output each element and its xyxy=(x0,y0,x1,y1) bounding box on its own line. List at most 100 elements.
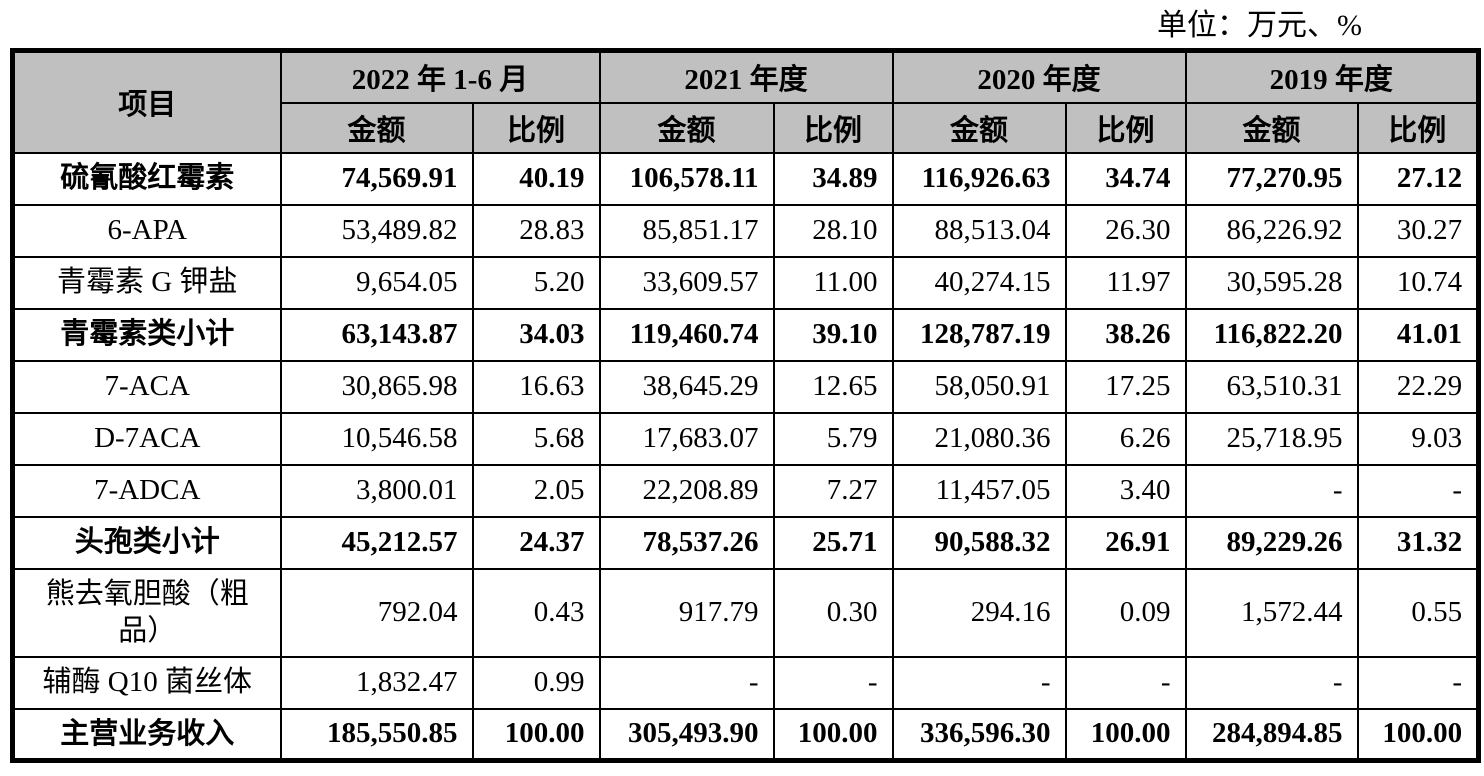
header-item: 项目 xyxy=(11,49,282,154)
ratio-cell: 100.00 xyxy=(471,707,601,762)
amount-cell: 11,457.05 xyxy=(891,463,1067,518)
amount-cell: 119,460.74 xyxy=(598,307,775,362)
ratio-cell: 100.00 xyxy=(1064,707,1187,762)
amount-cell: 85,851.17 xyxy=(598,203,775,258)
row-label: 头孢类小计 xyxy=(11,515,282,570)
amount-cell: 185,550.85 xyxy=(279,707,474,762)
ratio-cell: 41.01 xyxy=(1356,307,1480,362)
ratio-cell: 7.27 xyxy=(772,463,894,518)
amount-cell: - xyxy=(598,655,775,710)
ratio-cell: 39.10 xyxy=(772,307,894,362)
ratio-cell: 34.03 xyxy=(471,307,601,362)
ratio-cell: 9.03 xyxy=(1356,411,1480,466)
amount-cell: 89,229.26 xyxy=(1184,515,1359,570)
row-label: 青霉素类小计 xyxy=(11,307,282,362)
amount-cell: 58,050.91 xyxy=(891,359,1067,414)
row-label: 7-ADCA xyxy=(11,463,282,518)
ratio-cell: 24.37 xyxy=(471,515,601,570)
amount-cell: 33,609.57 xyxy=(598,255,775,310)
ratio-cell: 34.89 xyxy=(772,151,894,206)
amount-cell: 106,578.11 xyxy=(598,151,775,206)
ratio-cell: 0.55 xyxy=(1356,567,1480,658)
table-row: 青霉素 G 钾盐 9,654.05 5.20 33,609.57 11.00 40,274… xyxy=(11,255,1480,310)
table-row: 熊去氧胆酸（粗品） 792.04 0.43 917.79 0.30 294.16 0.09 1… xyxy=(11,567,1480,658)
revenue-table: 项目 2022 年 1-6 月 2021 年度 2020 年度 2019 年度 … xyxy=(10,48,1482,763)
unit-label: 单位：万元、% xyxy=(1157,9,1362,42)
row-label: D-7ACA xyxy=(11,411,282,466)
header-amount: 金额 xyxy=(891,101,1067,154)
table-row: 6-APA 53,489.82 28.83 85,851.17 28.10 88,513.… xyxy=(11,203,1480,258)
ratio-cell: 0.99 xyxy=(471,655,601,710)
amount-cell: - xyxy=(1184,463,1359,518)
row-label: 辅酶 Q10 菌丝体 xyxy=(11,655,282,710)
amount-cell: - xyxy=(891,655,1067,710)
row-label: 7-ACA xyxy=(11,359,282,414)
row-label: 青霉素 G 钾盐 xyxy=(11,255,282,310)
ratio-cell: 0.09 xyxy=(1064,567,1187,658)
ratio-cell: 100.00 xyxy=(1356,707,1480,762)
table-row: D-7ACA 10,546.58 5.68 17,683.07 5.79 21,080.3… xyxy=(11,411,1480,466)
amount-cell: 22,208.89 xyxy=(598,463,775,518)
amount-cell: 25,718.95 xyxy=(1184,411,1359,466)
table-row: 青霉素类小计 63,143.87 34.03 119,460.74 39.10 128,7… xyxy=(11,307,1480,362)
amount-cell: 128,787.19 xyxy=(891,307,1067,362)
amount-cell: 917.79 xyxy=(598,567,775,658)
amount-cell: 53,489.82 xyxy=(279,203,474,258)
row-label: 主营业务收入 xyxy=(11,707,282,762)
table-header: 项目 2022 年 1-6 月 2021 年度 2020 年度 2019 年度 … xyxy=(11,49,1480,154)
ratio-cell: - xyxy=(1356,655,1480,710)
amount-cell: 38,645.29 xyxy=(598,359,775,414)
amount-cell: 336,596.30 xyxy=(891,707,1067,762)
amount-cell: 17,683.07 xyxy=(598,411,775,466)
header-amount: 金额 xyxy=(1184,101,1359,154)
header-sub-row: 金额 比例 金额 比例 金额 比例 金额 比例 xyxy=(13,101,1480,154)
amount-cell: 63,510.31 xyxy=(1184,359,1359,414)
header-ratio: 比例 xyxy=(1356,101,1480,154)
ratio-cell: 28.10 xyxy=(772,203,894,258)
amount-cell: 792.04 xyxy=(279,567,474,658)
header-amount: 金额 xyxy=(598,101,775,154)
table-row: 硫氰酸红霉素 74,569.91 40.19 106,578.11 34.89 116,9… xyxy=(11,151,1480,206)
ratio-cell: - xyxy=(1064,655,1187,710)
ratio-cell: 0.43 xyxy=(471,567,601,658)
ratio-cell: 11.97 xyxy=(1064,255,1187,310)
ratio-cell: 5.79 xyxy=(772,411,894,466)
ratio-cell: 17.25 xyxy=(1064,359,1187,414)
amount-cell: 30,595.28 xyxy=(1184,255,1359,310)
header-ratio: 比例 xyxy=(772,101,894,154)
ratio-cell: 30.27 xyxy=(1356,203,1480,258)
header-ratio: 比例 xyxy=(1064,101,1187,154)
amount-cell: 45,212.57 xyxy=(279,515,474,570)
ratio-cell: 16.63 xyxy=(471,359,601,414)
ratio-cell: 12.65 xyxy=(772,359,894,414)
row-label: 硫氰酸红霉素 xyxy=(11,151,282,206)
table-row: 辅酶 Q10 菌丝体 1,832.47 0.99- - - - - - xyxy=(11,655,1480,710)
ratio-cell: 11.00 xyxy=(772,255,894,310)
table-row: 头孢类小计 45,212.57 24.37 78,537.26 25.71 90,588.… xyxy=(11,515,1480,570)
ratio-cell: 22.29 xyxy=(1356,359,1480,414)
amount-cell: 88,513.04 xyxy=(891,203,1067,258)
ratio-cell: 6.26 xyxy=(1064,411,1187,466)
amount-cell: 77,270.95 xyxy=(1184,151,1359,206)
amount-cell: 1,832.47 xyxy=(279,655,474,710)
amount-cell: 78,537.26 xyxy=(598,515,775,570)
amount-cell: 1,572.44 xyxy=(1184,567,1359,658)
table-row: 主营业务收入 185,550.85 100.00 305,493.90 100.00 33… xyxy=(11,707,1480,762)
amount-cell: 3,800.01 xyxy=(279,463,474,518)
table-body: 硫氰酸红霉素 74,569.91 40.19 106,578.11 34.89 116,9… xyxy=(11,151,1480,762)
amount-cell: - xyxy=(1184,655,1359,710)
amount-cell: 30,865.98 xyxy=(279,359,474,414)
amount-cell: 116,926.63 xyxy=(891,151,1067,206)
amount-cell: 284,894.85 xyxy=(1184,707,1359,762)
ratio-cell: 10.74 xyxy=(1356,255,1480,310)
ratio-cell: 25.71 xyxy=(772,515,894,570)
amount-cell: 9,654.05 xyxy=(279,255,474,310)
ratio-cell: 26.30 xyxy=(1064,203,1187,258)
ratio-cell: 27.12 xyxy=(1356,151,1480,206)
amount-cell: 90,588.32 xyxy=(891,515,1067,570)
header-period-2020: 2020 年度 xyxy=(891,49,1187,104)
amount-cell: 74,569.91 xyxy=(279,151,474,206)
amount-cell: 305,493.90 xyxy=(598,707,775,762)
amount-cell: 63,143.87 xyxy=(279,307,474,362)
